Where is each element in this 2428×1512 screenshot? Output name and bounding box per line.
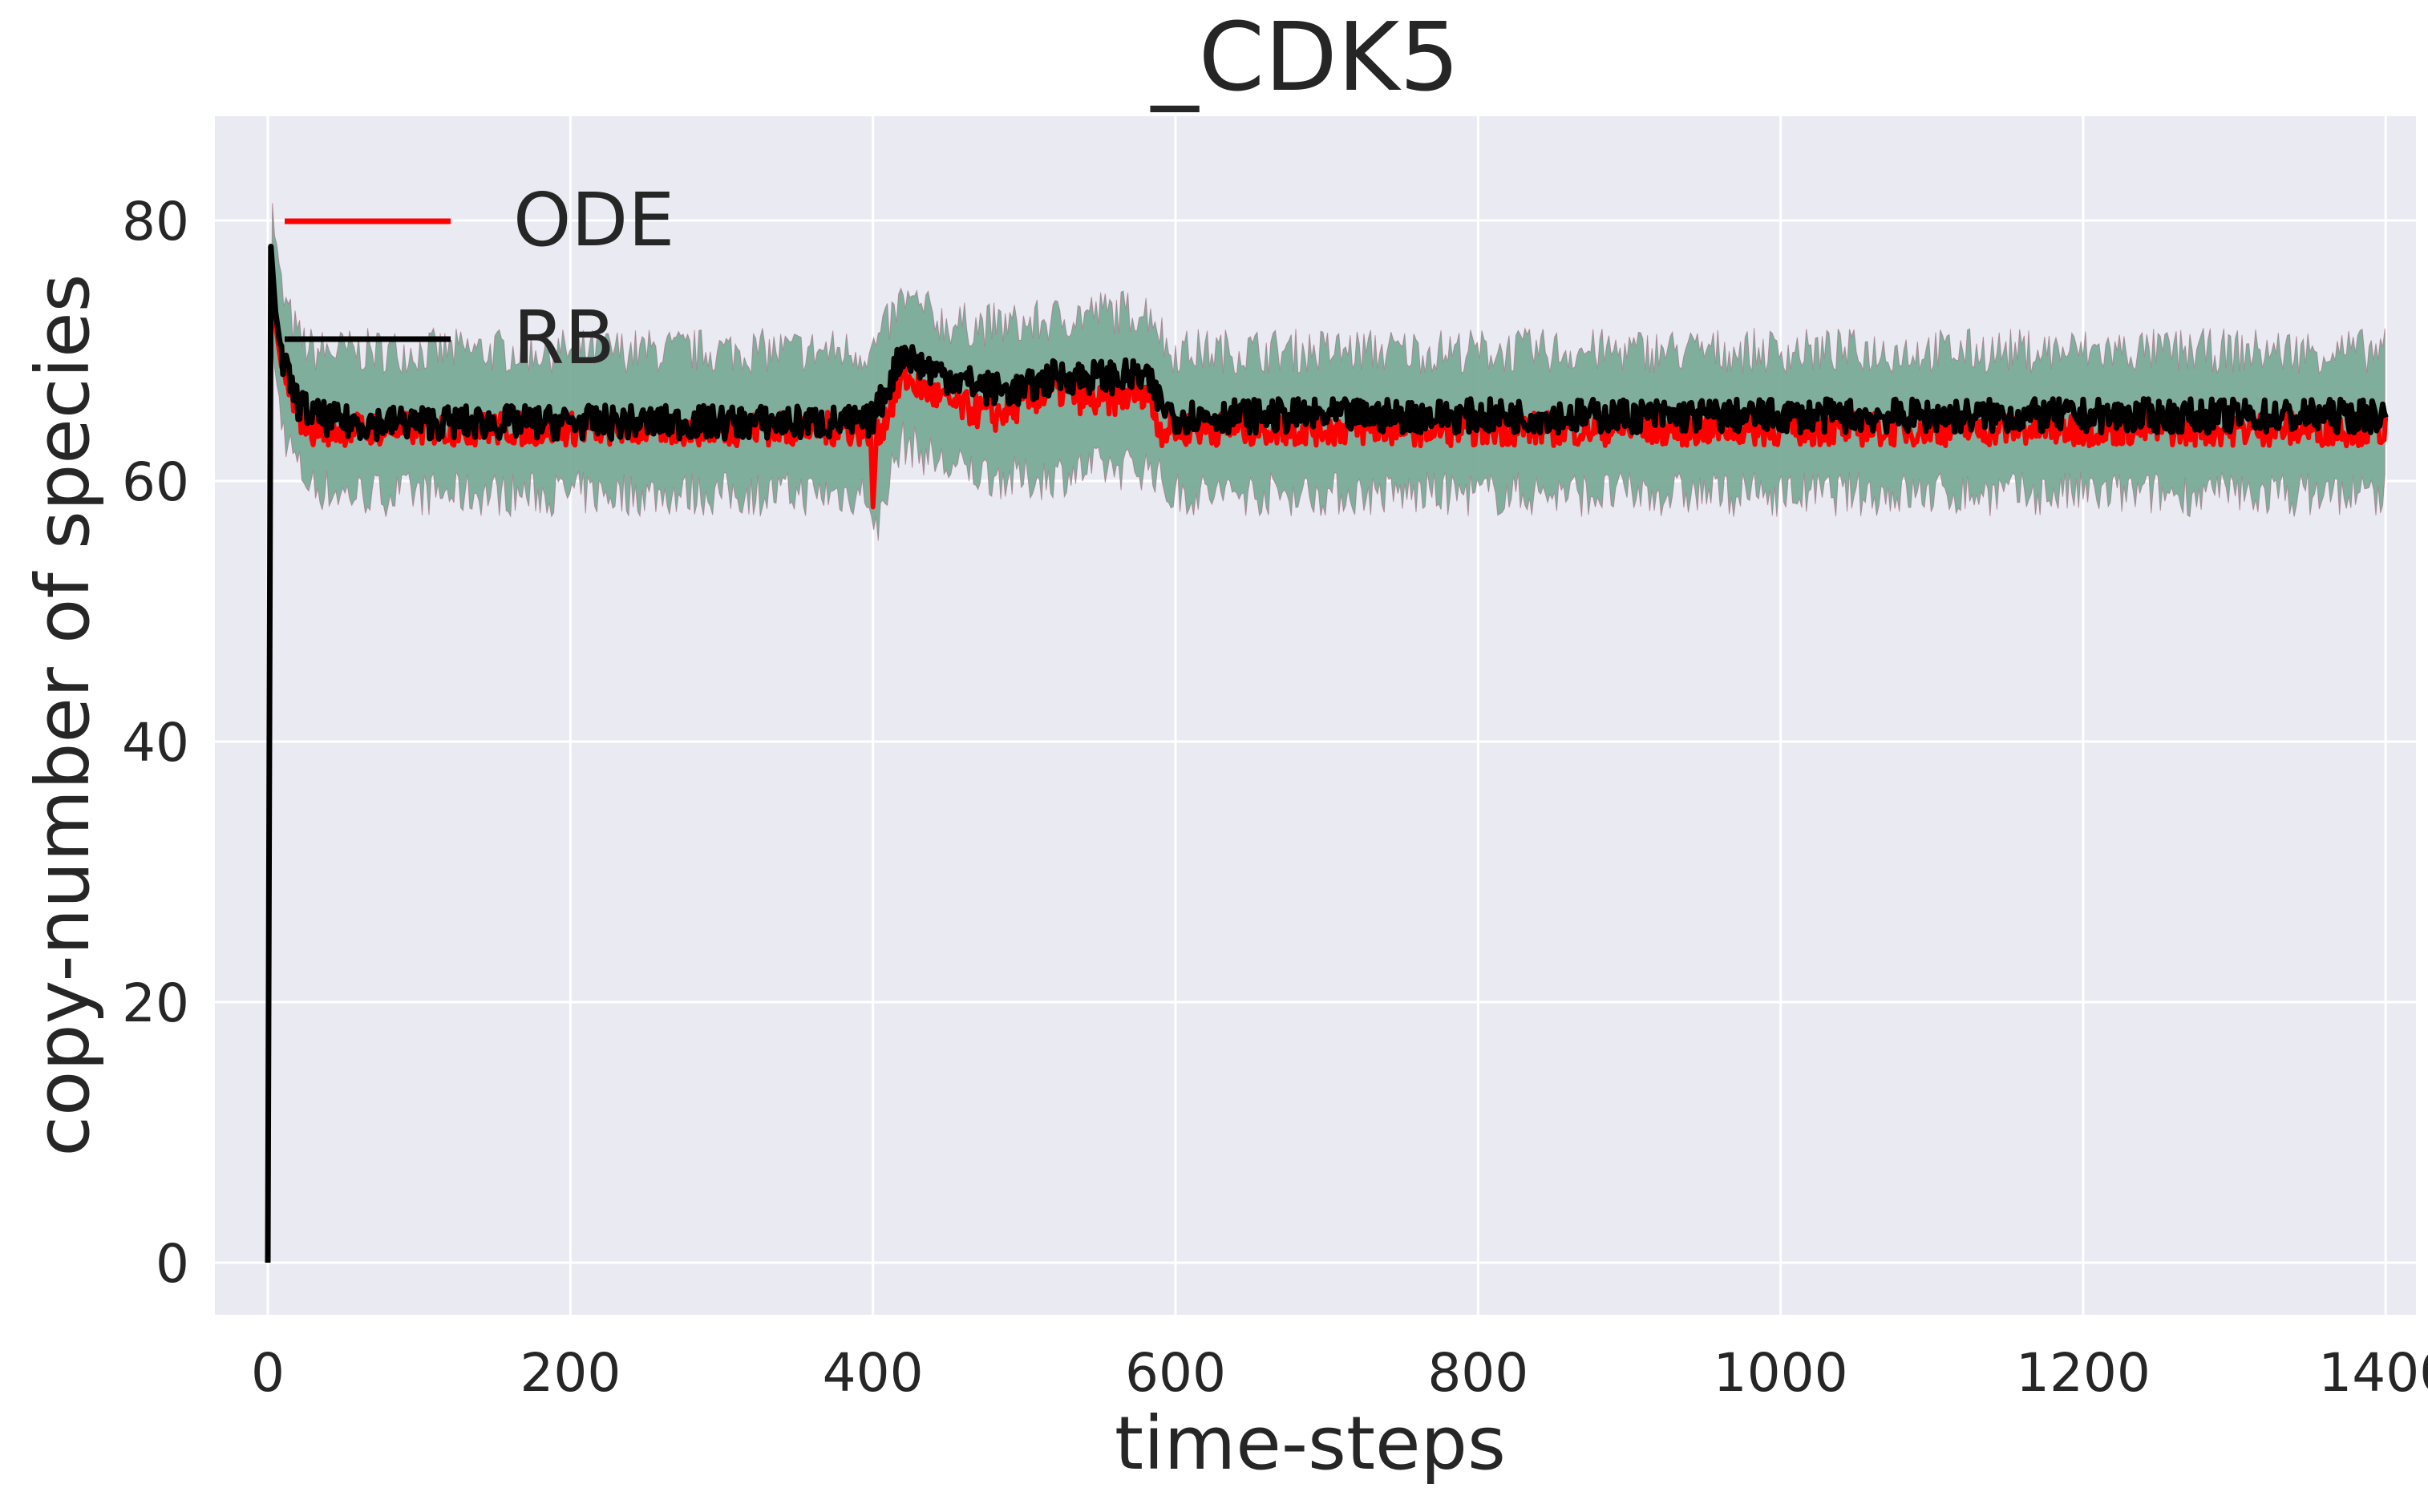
y-tick-labels: 0 20 40 60 80 [122, 191, 189, 1295]
x-axis-label: time-steps [1115, 1401, 1506, 1486]
confidence-band [267, 203, 2386, 1263]
legend-label-rb: RB [513, 295, 615, 381]
legend-label-ode: ODE [513, 177, 674, 263]
y-axis-label: copy-number of species [20, 273, 106, 1156]
x-tick-label: 800 [1427, 1342, 1528, 1404]
plot-background [215, 116, 2416, 1315]
x-tick-label: 1000 [1714, 1342, 1848, 1404]
series-line-rb [265, 244, 2389, 1263]
legend: ODE RB [285, 177, 674, 381]
y-tick-label: 80 [122, 191, 189, 253]
x-tick-label: 200 [520, 1342, 621, 1404]
x-tick-label: 600 [1125, 1342, 1226, 1404]
grid [215, 116, 2416, 1315]
x-tick-label: 1200 [2016, 1342, 2151, 1404]
y-tick-label: 60 [122, 451, 189, 513]
x-tick-label: 0 [251, 1342, 285, 1404]
x-tick-label: 400 [823, 1342, 924, 1404]
confidence-band-area [267, 203, 2386, 1263]
y-tick-label: 0 [156, 1233, 189, 1295]
series-layer [265, 244, 2389, 1263]
y-tick-label: 40 [122, 712, 189, 774]
y-tick-label: 20 [122, 972, 189, 1034]
chart-title: _CDK5 [1150, 2, 1460, 112]
